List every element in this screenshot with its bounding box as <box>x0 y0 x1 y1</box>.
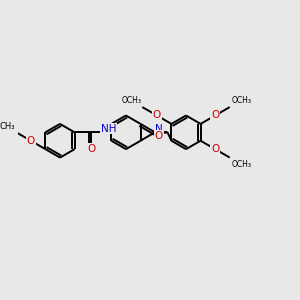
Text: N: N <box>155 124 163 134</box>
Text: O: O <box>211 110 219 121</box>
Text: NH: NH <box>100 124 116 134</box>
Text: OCH₃: OCH₃ <box>122 96 141 105</box>
Text: CH₃: CH₃ <box>0 122 15 130</box>
Text: O: O <box>211 144 219 154</box>
Text: O: O <box>27 136 35 146</box>
Text: OCH₃: OCH₃ <box>232 160 251 169</box>
Text: O: O <box>153 110 161 121</box>
Text: O: O <box>154 131 163 141</box>
Text: O: O <box>87 144 96 154</box>
Text: OCH₃: OCH₃ <box>232 96 251 105</box>
